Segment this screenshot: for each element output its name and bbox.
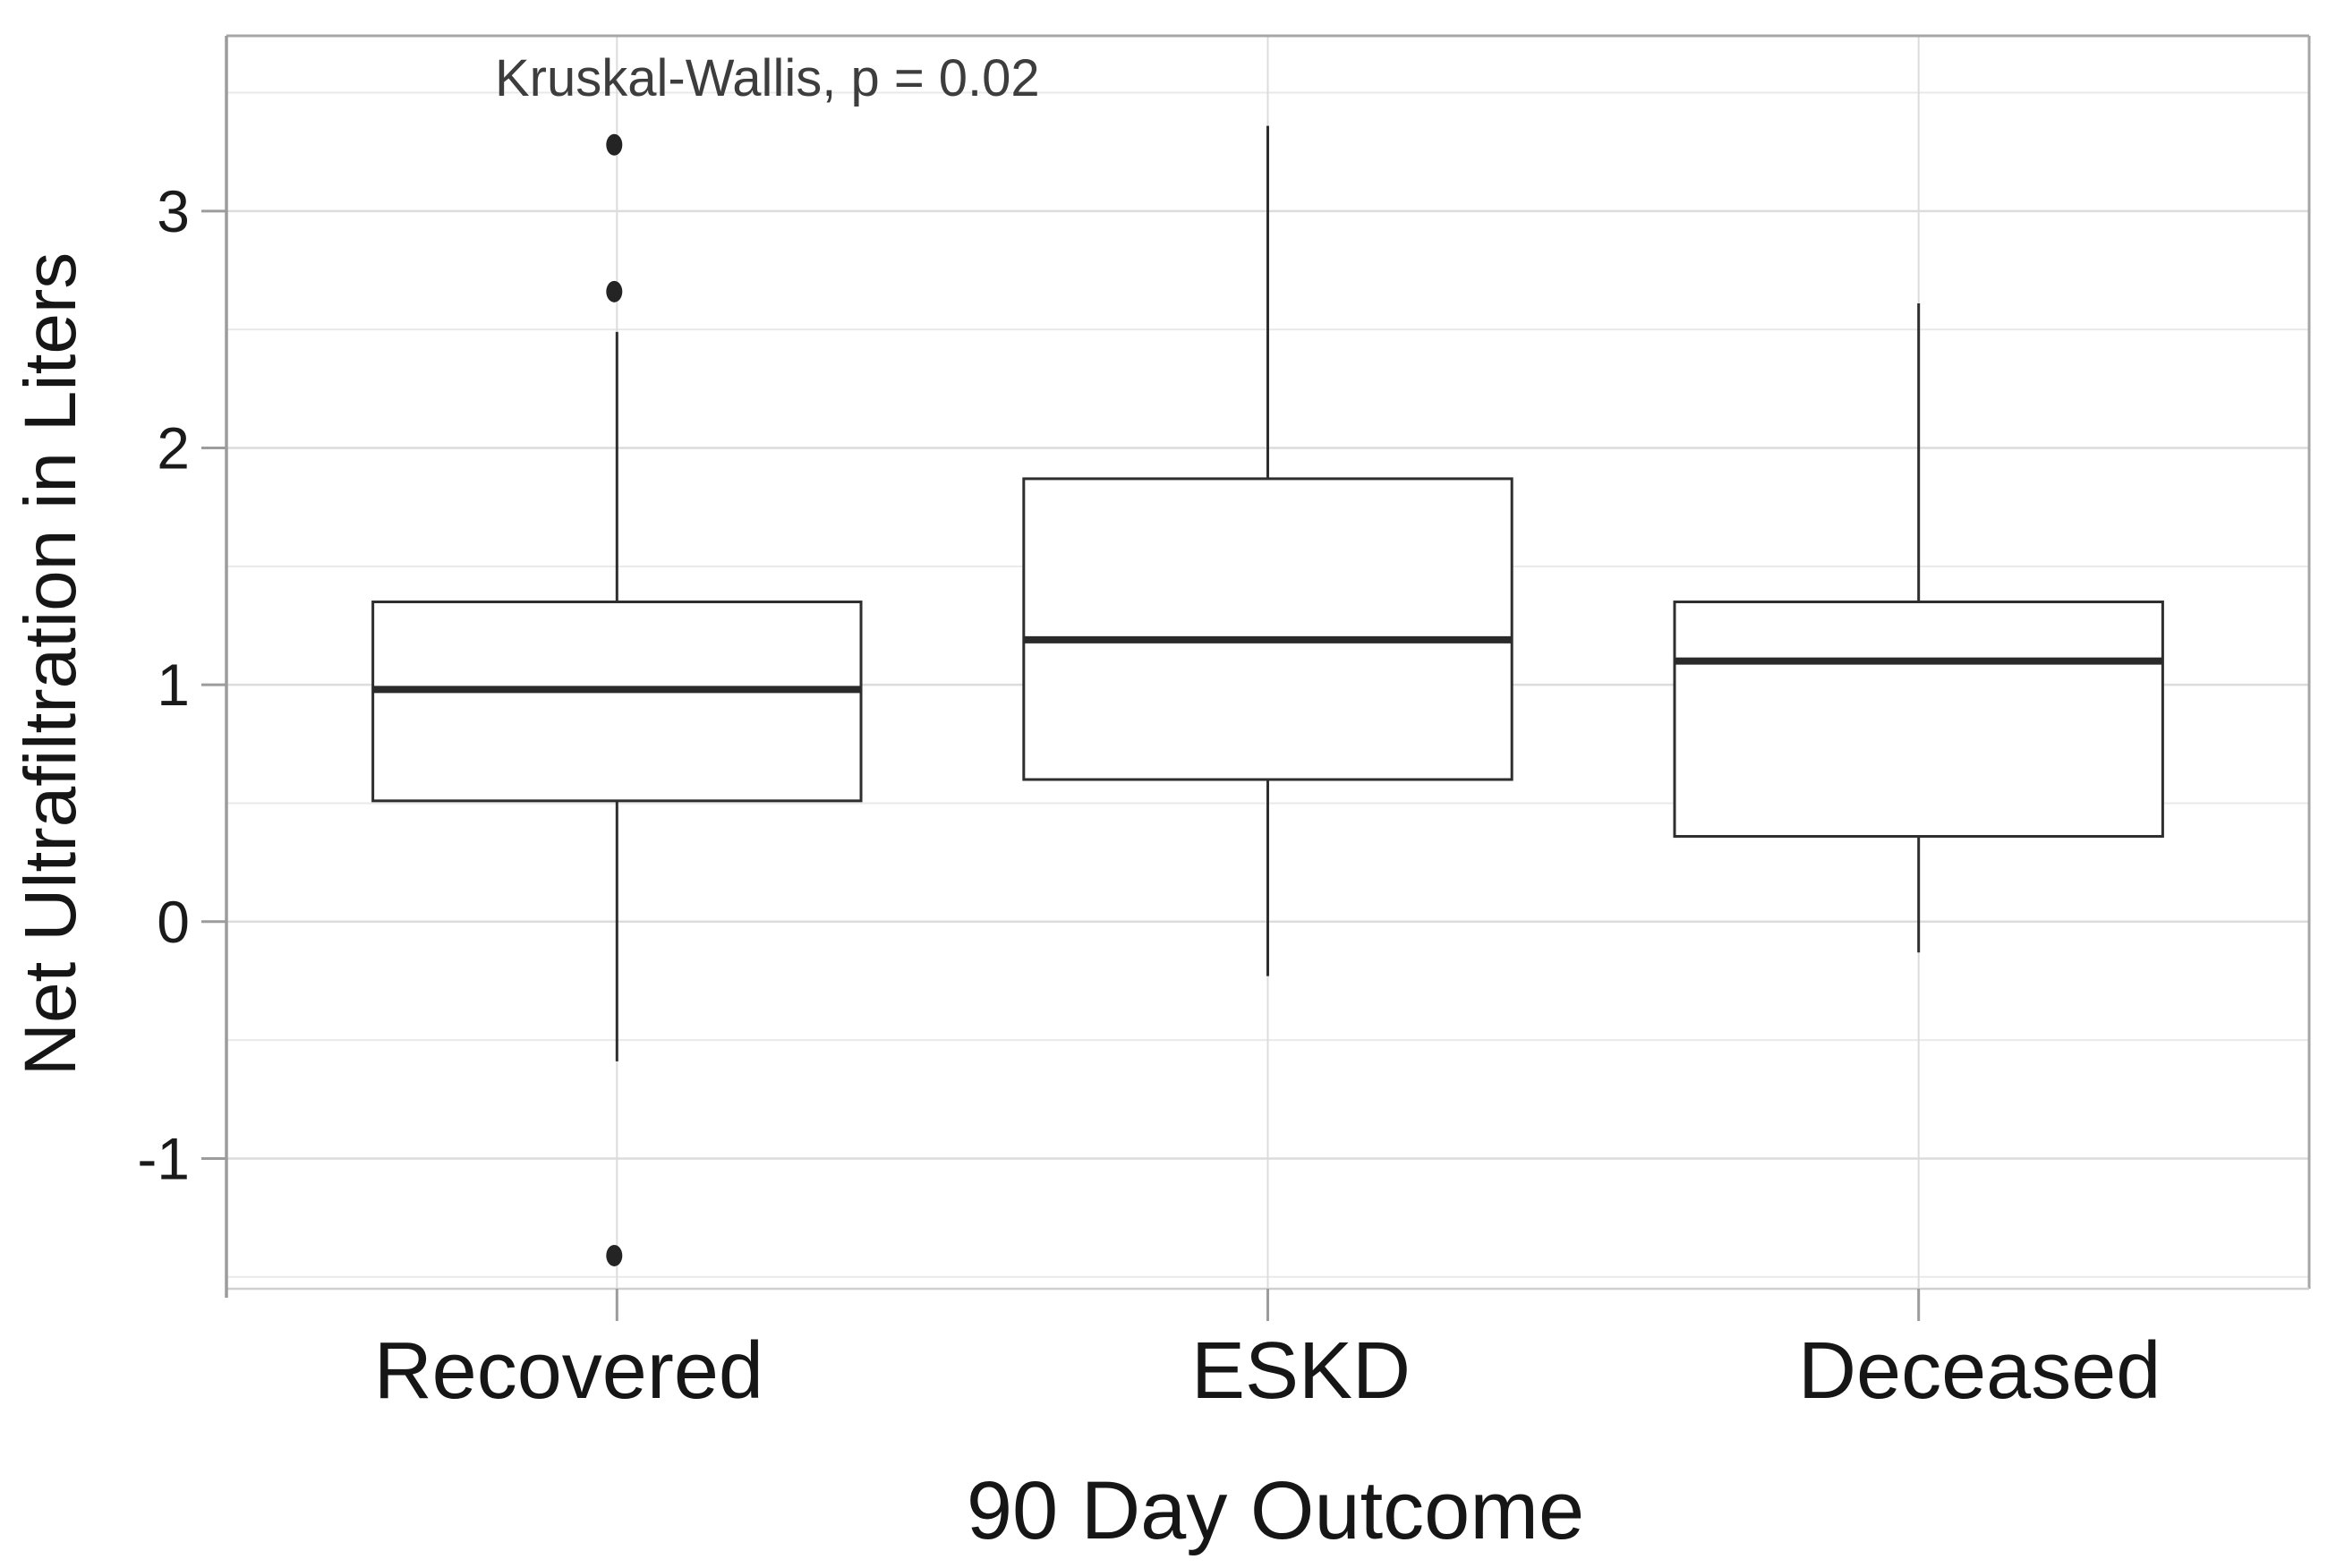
x-tick-label-recovered: Recovered (374, 1326, 763, 1416)
outlier-recovered-2 (606, 1244, 623, 1266)
outlier-recovered-1 (606, 280, 623, 303)
y-tick-label-2: 2 (157, 414, 190, 481)
y-tick-label-0: 0 (157, 889, 190, 955)
x-tick-label-deceased: Deceased (1798, 1326, 2161, 1416)
kruskal-wallis-annotation: Kruskal-Wallis, p = 0.02 (495, 49, 1040, 107)
y-tick-label-3: 3 (157, 178, 190, 244)
box-deceased (1673, 601, 2164, 839)
box-recovered (371, 601, 863, 803)
outlier-recovered-0 (606, 133, 623, 156)
y-tick-label-1: 1 (157, 652, 190, 718)
x-axis-title: 90 Day Outcome (966, 1465, 1585, 1556)
y-tick-label--1: -1 (137, 1125, 190, 1191)
y-axis-title: Net Ultrafiltration in Liters (10, 251, 91, 1077)
x-tick-label-eskd: ESKD (1191, 1326, 1411, 1416)
box-eskd (1022, 477, 1513, 781)
